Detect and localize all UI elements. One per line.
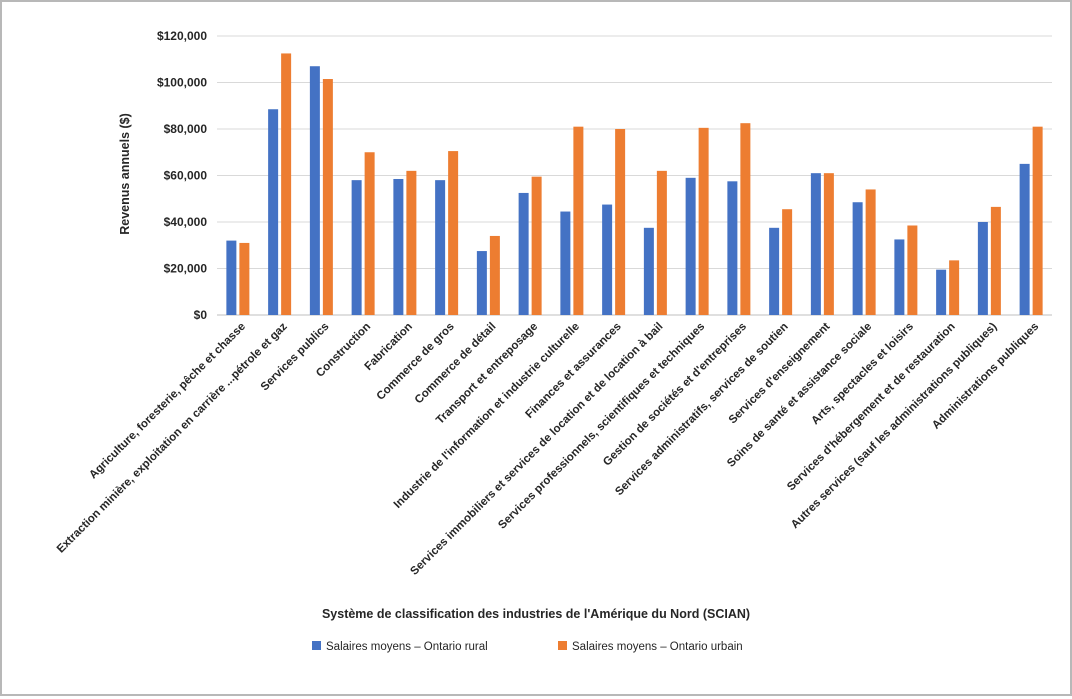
y-tick-label: $120,000 [157,29,207,43]
bar-urbain [615,129,626,315]
bar-urbain [782,209,793,315]
bar-urbain [573,126,584,315]
x-category-label: Extraction minière, exploitation en carr… [55,320,290,555]
bar-rural [727,181,738,315]
bar-rural [518,192,529,315]
bar-rural [268,109,279,315]
x-axis-title: Système de classification des industries… [322,607,750,621]
bar-urbain [322,79,333,315]
bar-rural [476,251,487,315]
bar-urbain [406,170,417,315]
bar-urbain [1032,126,1043,315]
bar-urbain [531,176,542,315]
x-category-label: Commerce de détail [413,321,499,407]
bar-rural [560,211,571,315]
bar-rural [769,227,780,315]
bar-rural [1019,163,1030,315]
x-category-label: Gestion de sociétés et d'entreprises [601,321,749,469]
bar-rural [977,222,988,315]
y-axis-title: Revenus annuels ($) [118,113,132,235]
x-category-label: Autres services (sauf les administration… [789,321,1000,532]
bar-urbain [907,225,918,315]
bar-urbain [281,53,292,315]
bar-rural [309,66,320,315]
y-tick-label: $80,000 [164,122,208,136]
legend-label: Salaires moyens – Ontario rural [326,641,488,653]
bar-urbain [698,127,709,316]
x-category-label: Agriculture, foresterie, pêche et chasse [87,321,248,482]
bar-rural [435,180,446,315]
bar-rural [351,180,362,315]
legend-label: Salaires moyens – Ontario urbain [572,641,743,653]
bar-rural [936,269,947,315]
bar-urbain [448,151,459,315]
legend-swatch [312,641,321,650]
bar-rural [643,227,654,315]
bar-rural [852,202,863,315]
bar-urbain [740,123,751,315]
bar-urbain [364,152,375,315]
y-tick-label: $40,000 [164,215,208,229]
bar-urbain [990,206,1001,315]
bar-urbain [239,242,250,315]
y-tick-label: $100,000 [157,76,207,90]
bar-urbain [949,260,960,315]
bar-rural [810,173,821,315]
gridlines [217,35,1052,316]
bar-rural [894,239,905,315]
x-axis-categories: Agriculture, foresterie, pêche et chasse… [55,320,1041,577]
bar-rural [226,240,237,315]
bar-rural [602,204,613,315]
bar-urbain [823,173,834,315]
y-tick-label: $20,000 [164,262,208,276]
y-tick-label: $60,000 [164,169,208,183]
bars [226,53,1043,316]
bar-urbain [656,170,667,315]
x-category-label: Soins de santé et assistance sociale [725,321,874,470]
x-category-label: Commerce de gros [375,321,457,403]
bar-urbain [865,189,876,315]
y-tick-label: $0 [194,308,208,322]
bar-urbain [489,235,500,315]
legend-swatch [558,641,567,650]
bar-rural [685,177,696,315]
legend: Salaires moyens – Ontario rural Salaires … [312,641,743,653]
y-axis-ticks: $0 $20,000 $40,000 $60,000 $80,000 $100,000 $1… [157,29,207,322]
bar-rural [393,178,404,315]
